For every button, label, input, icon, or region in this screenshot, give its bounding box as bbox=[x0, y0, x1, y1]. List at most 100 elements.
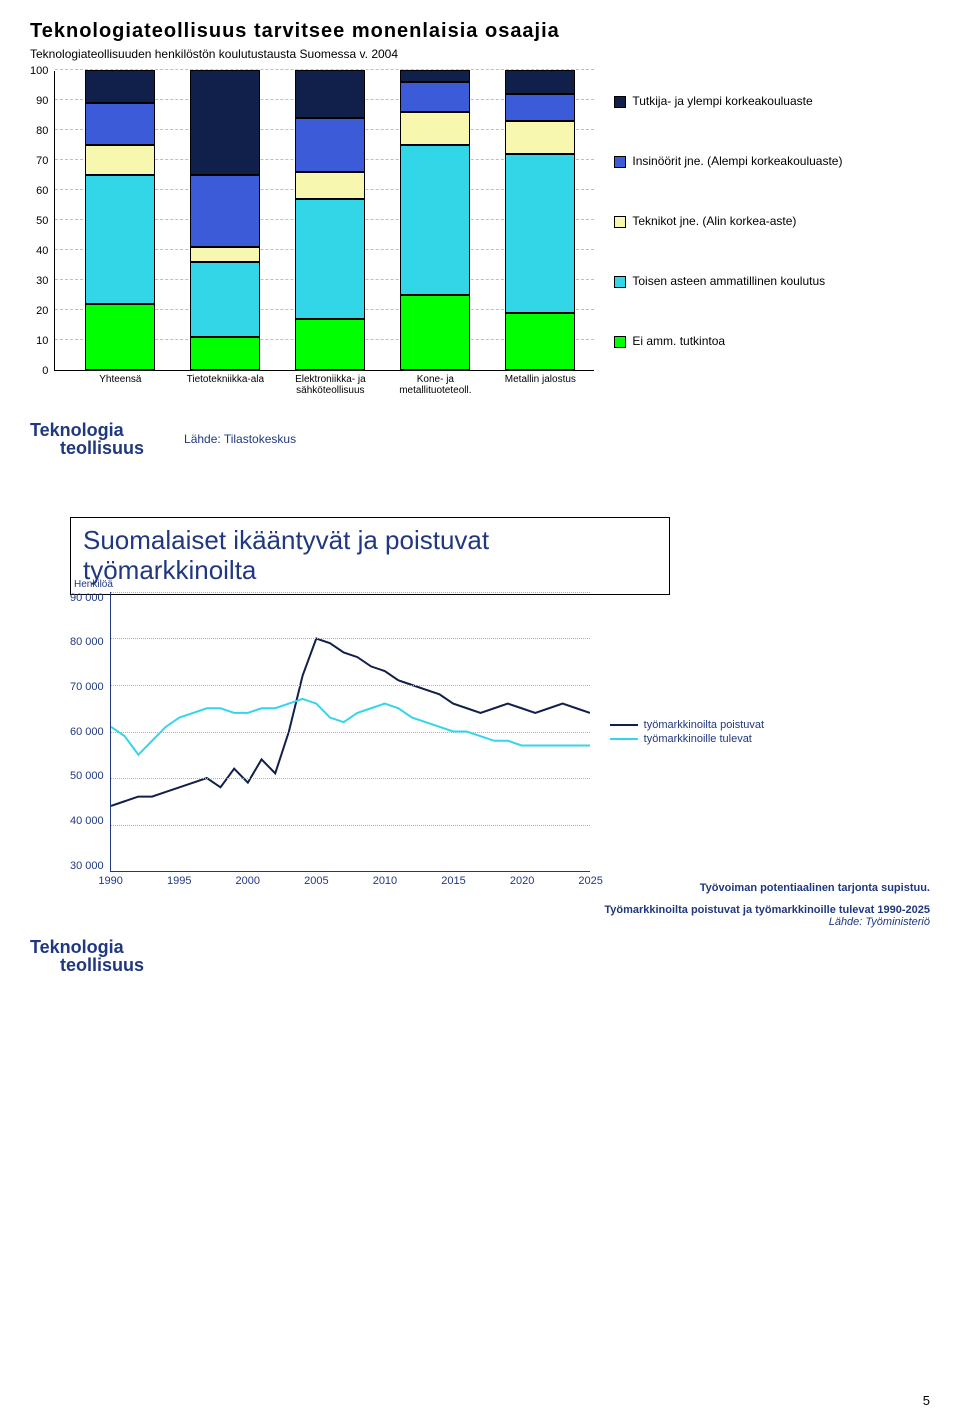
logo: Teknologia teollisuus bbox=[30, 421, 144, 457]
chart1-legend-item: Toisen asteen ammatillinen koulutus bbox=[614, 274, 864, 288]
chart1-source: Lähde: Tilastokeskus bbox=[184, 432, 296, 446]
chart1-segment bbox=[295, 172, 365, 199]
chart1-segment bbox=[295, 70, 365, 118]
chart1-xlabel: Kone- ja metallituoteteoll. bbox=[390, 374, 480, 396]
chart1-segment bbox=[400, 70, 470, 82]
chart1-xlabel: Tietotekniikka-ala bbox=[180, 374, 270, 385]
legend-label: Insinöörit jne. (Alempi korkeakouluaste) bbox=[632, 154, 842, 168]
chart1-bar bbox=[190, 70, 260, 370]
chart2-legend: työmarkkinoilta poistuvat työmarkkinoille… bbox=[610, 717, 764, 747]
chart2-xlabel: 1990 bbox=[98, 875, 122, 887]
chart2-gridline bbox=[111, 592, 590, 593]
legend-line-swatch bbox=[610, 724, 638, 726]
chart1-xlabel: Yhteensä bbox=[75, 374, 165, 385]
chart1-segment bbox=[295, 199, 365, 319]
chart1-segment bbox=[295, 319, 365, 370]
chart2-title: Suomalaiset ikääntyvät ja poistuvat työm… bbox=[83, 526, 657, 586]
chart1-segment bbox=[400, 112, 470, 145]
chart2-xlabel: 2015 bbox=[441, 875, 465, 887]
legend-swatch bbox=[614, 156, 626, 168]
page-number: 5 bbox=[923, 1393, 930, 1408]
chart2-legend-item: työmarkkinoille tulevat bbox=[610, 733, 764, 745]
chart2-title-box: Suomalaiset ikääntyvät ja poistuvat työm… bbox=[70, 517, 670, 595]
chart1-legend-item: Insinöörit jne. (Alempi korkeakouluaste) bbox=[614, 154, 864, 168]
chart1-segment bbox=[190, 337, 260, 370]
legend-swatch bbox=[614, 336, 626, 348]
chart1-row: 0102030405060708090100 YhteensäTietotekn… bbox=[30, 71, 930, 371]
logo2-line2: teollisuus bbox=[60, 956, 930, 974]
chart1-segment bbox=[190, 262, 260, 337]
chart1-subtitle: Teknologiateollisuuden henkilöstön koulu… bbox=[30, 47, 930, 61]
legend-swatch bbox=[614, 276, 626, 288]
chart2-row: 30 000 40 000 50 000 60 000 70 000 80 000 90 0… bbox=[70, 592, 930, 872]
chart2-header: Suomalaiset ikääntyvät ja poistuvat työm… bbox=[70, 517, 930, 590]
logo-line2: teollisuus bbox=[60, 439, 144, 457]
chart1-segment bbox=[190, 247, 260, 262]
chart1-segment bbox=[505, 313, 575, 370]
chart1-slide: Teknologiateollisuus tarvitsee monenlais… bbox=[30, 20, 930, 457]
chart1-segment bbox=[295, 118, 365, 172]
chart1-legend: Tutkija- ja ylempi korkeakouluaste Insinö… bbox=[614, 71, 864, 371]
legend-label: Toisen asteen ammatillinen koulutus bbox=[632, 274, 825, 288]
chart2-source: Lähde: Työministeriö bbox=[30, 916, 930, 928]
legend-label: Teknikot jne. (Alin korkea-aste) bbox=[632, 214, 796, 228]
chart2-gridline bbox=[111, 732, 590, 733]
chart2-yaxis: 30 000 40 000 50 000 60 000 70 000 80 000 90 0… bbox=[70, 592, 110, 872]
chart2-xlabel: 2010 bbox=[373, 875, 397, 887]
chart1-segment bbox=[505, 70, 575, 94]
chart1-bar bbox=[85, 70, 155, 370]
chart1-yaxis: 0102030405060708090100 bbox=[30, 71, 54, 371]
chart1-title: Teknologiateollisuus tarvitsee monenlais… bbox=[30, 20, 930, 43]
chart1-segment bbox=[85, 103, 155, 145]
chart1-segment bbox=[400, 295, 470, 370]
chart1-xlabel: Metallin jalostus bbox=[495, 374, 585, 385]
chart1-bar bbox=[505, 70, 575, 370]
legend-swatch bbox=[614, 96, 626, 108]
chart1-legend-item: Ei amm. tutkintoa bbox=[614, 334, 864, 348]
chart2-footer2: Työmarkkinoilta poistuvat ja työmarkkino… bbox=[30, 904, 930, 916]
chart2-xlabel: 2000 bbox=[236, 875, 260, 887]
chart1-segment bbox=[505, 154, 575, 313]
chart1-segment bbox=[190, 175, 260, 247]
legend-label: Ei amm. tutkintoa bbox=[632, 334, 725, 348]
chart1-segment bbox=[190, 70, 260, 175]
legend-label: työmarkkinoille tulevat bbox=[644, 733, 752, 745]
chart2-ytick: 80 000 bbox=[70, 636, 104, 648]
chart1-footer: Teknologia teollisuus Lähde: Tilastokesk… bbox=[30, 421, 930, 457]
chart1-segment bbox=[85, 175, 155, 304]
chart1-left: 0102030405060708090100 YhteensäTietotekn… bbox=[30, 71, 594, 371]
chart1-segment bbox=[85, 145, 155, 175]
logo-2: Teknologia teollisuus bbox=[30, 938, 930, 974]
chart2-legend-item: työmarkkinoilta poistuvat bbox=[610, 719, 764, 731]
chart2-ytick: 50 000 bbox=[70, 770, 104, 782]
legend-label: työmarkkinoilta poistuvat bbox=[644, 719, 764, 731]
chart2-gridline bbox=[111, 638, 590, 639]
chart2-ytick: 40 000 bbox=[70, 815, 104, 827]
chart2-ytick: 70 000 bbox=[70, 681, 104, 693]
chart2-gridline bbox=[111, 685, 590, 686]
logo-line1: Teknologia bbox=[30, 421, 144, 439]
chart2-xlabel: 1995 bbox=[167, 875, 191, 887]
chart1-bar bbox=[295, 70, 365, 370]
legend-swatch bbox=[614, 216, 626, 228]
logo2-line1: Teknologia bbox=[30, 938, 930, 956]
chart1-segment bbox=[85, 304, 155, 370]
chart2-gridline bbox=[111, 778, 590, 779]
chart1-xlabel: Elektroniikka- ja sähköteollisuus bbox=[285, 374, 375, 396]
chart1-segment bbox=[85, 70, 155, 103]
legend-line-swatch bbox=[610, 738, 638, 740]
chart2-gridline bbox=[111, 825, 590, 826]
chart2-ytick: 90 000 bbox=[70, 592, 104, 604]
chart1-legend-item: Teknikot jne. (Alin korkea-aste) bbox=[614, 214, 864, 228]
chart2-ytick: 30 000 bbox=[70, 860, 104, 872]
chart2-footer1: Työvoiman potentiaalinen tarjonta supist… bbox=[30, 882, 930, 894]
chart1-legend-item: Tutkija- ja ylempi korkeakouluaste bbox=[614, 94, 864, 108]
chart2-slide: Suomalaiset ikääntyvät ja poistuvat työm… bbox=[30, 517, 930, 974]
chart2-ytick: 60 000 bbox=[70, 726, 104, 738]
chart1-segment bbox=[400, 145, 470, 295]
chart1-segment bbox=[400, 82, 470, 112]
chart2-series-line bbox=[111, 638, 590, 805]
chart1-bar bbox=[400, 70, 470, 370]
chart1-segment bbox=[505, 121, 575, 154]
chart2-xlabel: 2020 bbox=[510, 875, 534, 887]
